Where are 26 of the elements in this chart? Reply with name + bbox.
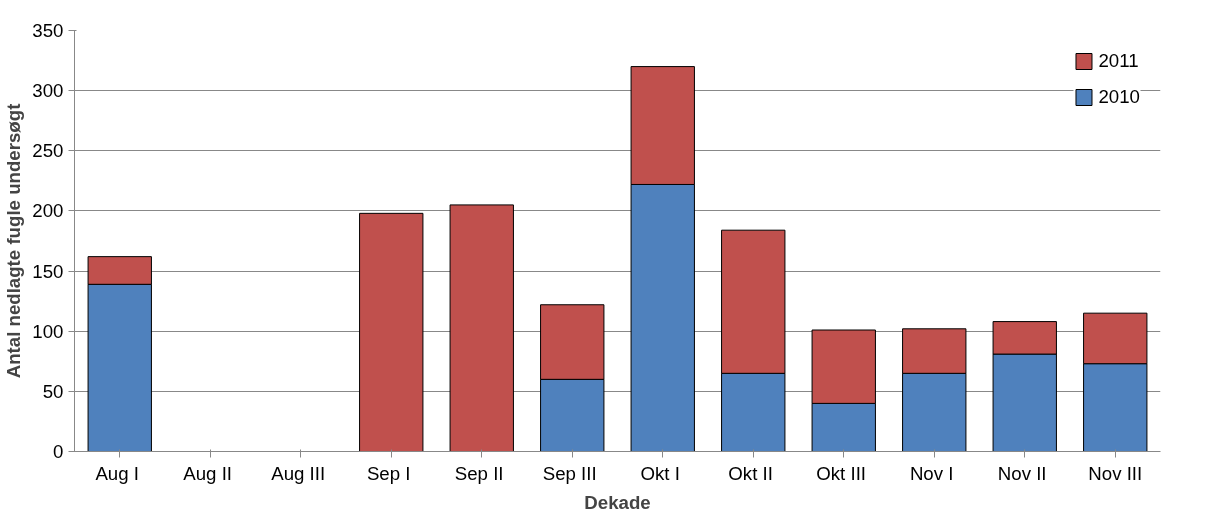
y-tick-label: 0 (53, 441, 64, 462)
x-tick-label: Okt III (816, 462, 867, 484)
y-tick-label: 250 (32, 140, 64, 162)
x-tick-label: Sep I (366, 462, 411, 484)
x-tick-label: Okt II (728, 462, 773, 484)
x-tick-label: Aug I (95, 462, 139, 484)
bar (359, 212, 424, 452)
y-tick-label: 350 (32, 20, 64, 41)
y-tick-label: 300 (32, 80, 64, 102)
y-tick-label: 200 (32, 200, 64, 222)
legend-label: 2010 (1098, 86, 1140, 108)
x-tick-label: Nov I (909, 462, 954, 484)
x-tick-label: Aug III (271, 462, 326, 484)
y-axis-title: Antal nedlagte fugle undersøgt (3, 103, 25, 379)
x-tick-label: Nov II (997, 462, 1047, 484)
y-tick-label: 150 (32, 260, 64, 282)
x-tick-label: Sep II (454, 462, 504, 484)
x-tick-label: Sep III (542, 462, 597, 484)
bar (449, 204, 514, 452)
x-tick-label: Aug II (183, 462, 233, 484)
x-tick-label: Nov III (1088, 462, 1143, 484)
y-tick-label: 100 (32, 320, 64, 342)
x-tick-label: Okt I (640, 462, 680, 484)
legend-label: 2011 (1098, 50, 1139, 72)
y-tick-label: 50 (42, 380, 64, 402)
x-axis-title: Dekade (584, 491, 651, 513)
